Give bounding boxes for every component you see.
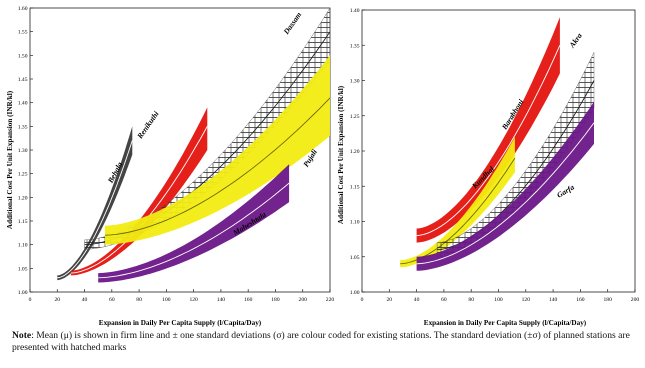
right-band-kundhal	[400, 136, 515, 268]
right-y-tick-label: 1.20	[350, 149, 360, 155]
right-series-label-akra: Akra	[567, 31, 584, 50]
right-y-tick-label: 1.30	[350, 79, 360, 85]
right-y-tick-label: 1.05	[350, 255, 360, 261]
left-y-tick-label: 1.00	[18, 290, 28, 296]
left-x-tick-label: 180	[271, 297, 280, 303]
left-x-tick-label: 120	[189, 297, 198, 303]
note-label: Note	[12, 330, 32, 341]
left-x-tick-label: 40	[82, 297, 88, 303]
right-x-tick-label: 20	[387, 297, 393, 303]
right-y-tick-label: 1.10	[350, 220, 360, 226]
left-y-tick-label: 1.15	[18, 219, 28, 225]
left-y-tick-label: 1.40	[18, 101, 28, 107]
right-mean-line-garfa	[416, 122, 595, 265]
left-chart-panel: 0 20 40 60 80 100 120 140 160 180 200 220 1.00 1.05 1.…	[6, 6, 334, 327]
right-x-tick-label: 0	[361, 297, 364, 303]
right-x-tick-label: 60	[441, 297, 447, 303]
left-x-tick-label: 140	[217, 297, 226, 303]
note-text: : Mean (μ) is shown in firm line and ± o…	[12, 330, 630, 354]
left-y-tick-label: 1.20	[18, 195, 28, 201]
figure: 0 20 40 60 80 100 120 140 160 180 200 2201.001.051.…	[6, 6, 639, 327]
right-band-barabhoni	[416, 17, 560, 243]
right-x-tick-label: 200	[631, 297, 640, 303]
right-x-tick-label: 120	[522, 297, 531, 303]
left-x-tick-label: 20	[54, 297, 60, 303]
left-y-tick-label: 1.55	[18, 30, 28, 36]
right-y-axis-label: Additional Cost Per Unit Expansion (INR/…	[337, 85, 345, 224]
left-plot-area: 0 20 40 60 80 100 120 140 160 180 200 220 1.00 1.05 1.…	[18, 6, 335, 303]
left-y-tick-label: 1.60	[18, 6, 28, 12]
left-y-tick-label: 1.25	[18, 172, 28, 178]
right-y-tick-label: 1.15	[350, 184, 360, 190]
left-y-axis-label: Additional Cost Per Unit Expansion (INR/…	[6, 90, 14, 229]
left-y-tick-label: 1.35	[18, 124, 28, 130]
right-y-tick-label: 1.25	[350, 114, 360, 120]
right-x-tick-label: 80	[468, 297, 474, 303]
right-mean-line-barabhoni	[416, 45, 561, 237]
right-x-tick-label: 40	[414, 297, 420, 303]
left-mean-line-pujali	[104, 97, 331, 236]
right-x-tick-label: 100	[494, 297, 503, 303]
right-y-tick-label: 1.00	[350, 290, 360, 296]
left-series-label-renikuthi: Renikuthi	[135, 109, 161, 141]
left-y-tick-label: 1.05	[18, 266, 28, 272]
right-y-tick-label: 1.40	[350, 8, 360, 14]
left-mean-line-maheshtala	[98, 182, 290, 279]
left-x-tick-label: 160	[244, 297, 253, 303]
left-band-maheshtala	[98, 164, 290, 283]
left-y-tick-label: 1.50	[18, 53, 28, 59]
left-band-pujali	[105, 55, 330, 245]
right-x-axis-label: Expansion in Daily Per Capita Supply (l/…	[424, 319, 587, 327]
left-x-axis-label: Expansion in Daily Per Capita Supply (l/…	[99, 319, 262, 327]
figure-note: Note: Mean (μ) is shown in firm line and…	[12, 330, 636, 354]
left-x-tick-label: 80	[136, 297, 142, 303]
left-series-label-dassam: Dassam	[281, 10, 303, 36]
right-y-tick-label: 1.35	[350, 43, 360, 49]
left-x-tick-label: 60	[109, 297, 115, 303]
right-x-tick-label: 160	[576, 297, 585, 303]
left-y-tick-label: 1.10	[18, 243, 28, 249]
right-chart-panel: 0 20 40 60 80 100 120 140 160 180 200 1.00 1.05 1.10 1…	[337, 8, 639, 327]
right-x-tick-label: 180	[604, 297, 613, 303]
right-series-label-garfa: Garfa	[555, 182, 576, 199]
left-x-tick-label: 0	[29, 297, 32, 303]
left-y-tick-label: 1.30	[18, 148, 28, 154]
right-band-garfa	[416, 101, 594, 271]
right-plot-area: 0 20 40 60 80 100 120 140 160 180 200 1.00 1.05 1.10 1…	[350, 8, 640, 303]
left-x-tick-label: 200	[299, 297, 308, 303]
left-mean-line-behala	[57, 140, 133, 279]
left-band-behala	[57, 126, 133, 281]
left-x-tick-label: 100	[162, 297, 171, 303]
right-x-tick-label: 140	[549, 297, 558, 303]
left-x-tick-label: 220	[326, 297, 335, 303]
left-y-tick-label: 1.45	[18, 77, 28, 83]
